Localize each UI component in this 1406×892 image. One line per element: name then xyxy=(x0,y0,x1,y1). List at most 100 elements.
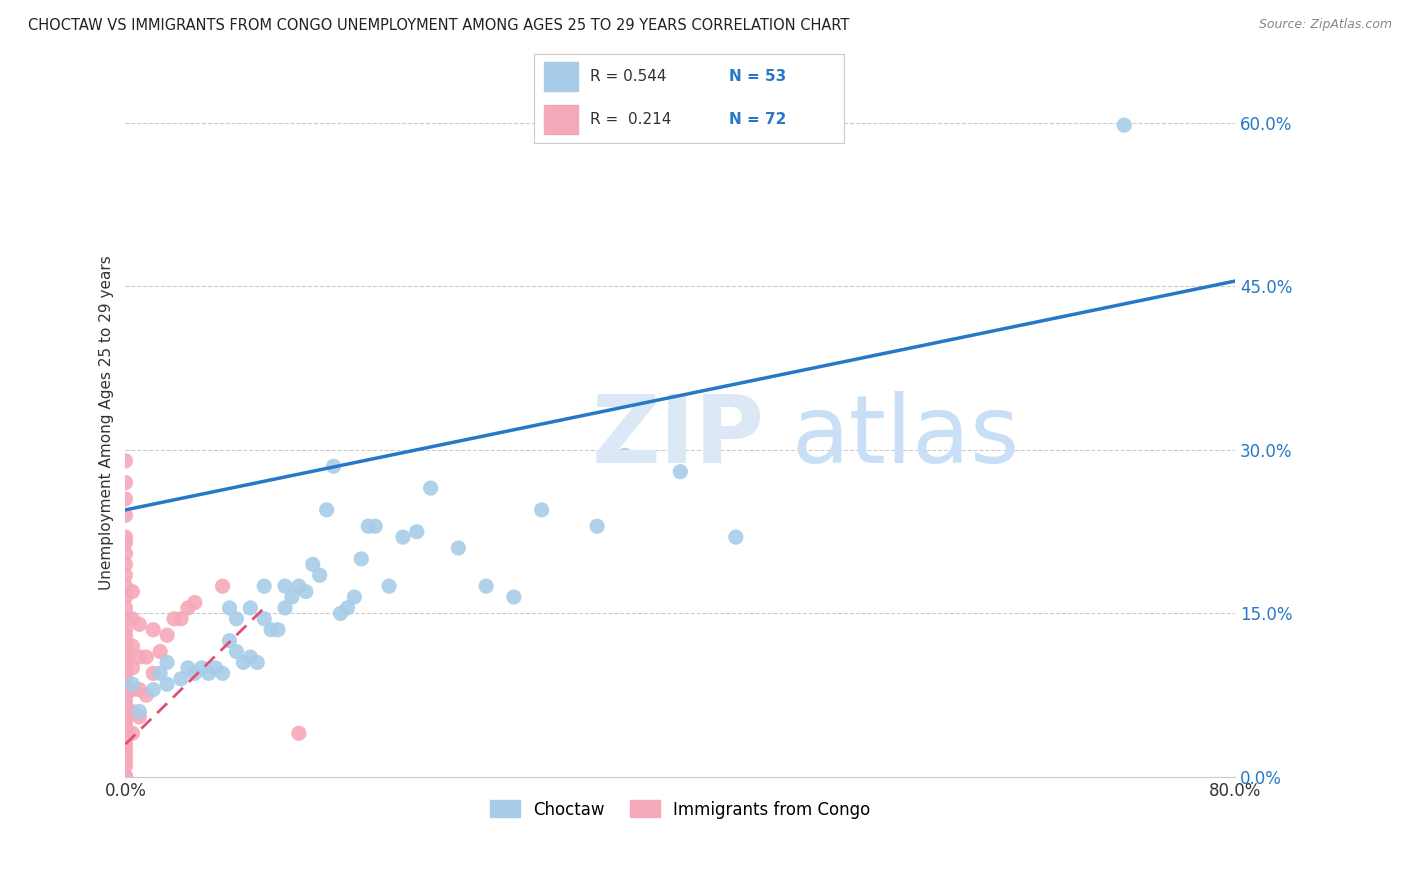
Legend: Choctaw, Immigrants from Congo: Choctaw, Immigrants from Congo xyxy=(484,794,877,825)
Point xyxy=(1114,118,1136,132)
Point xyxy=(211,579,233,593)
FancyBboxPatch shape xyxy=(544,62,578,91)
Point xyxy=(114,754,136,768)
Point xyxy=(114,601,136,615)
Point xyxy=(114,661,136,675)
Point xyxy=(288,726,311,740)
Point xyxy=(253,612,276,626)
Point xyxy=(114,770,136,784)
Point xyxy=(114,579,136,593)
Point xyxy=(586,519,609,533)
Point xyxy=(149,644,172,658)
Point xyxy=(239,650,262,665)
Text: R =  0.214: R = 0.214 xyxy=(591,112,671,127)
Point xyxy=(114,568,136,582)
Point xyxy=(114,705,136,719)
Point xyxy=(239,601,262,615)
Point xyxy=(142,682,165,697)
Point xyxy=(121,705,143,719)
Point xyxy=(177,661,200,675)
Point xyxy=(530,503,553,517)
Point xyxy=(114,672,136,686)
Point xyxy=(121,584,143,599)
Point xyxy=(114,726,136,740)
Point xyxy=(114,770,136,784)
Point xyxy=(114,759,136,773)
Point xyxy=(114,656,136,670)
Point xyxy=(114,747,136,762)
Point xyxy=(724,530,747,544)
Point xyxy=(281,590,304,604)
Point xyxy=(378,579,401,593)
Point xyxy=(475,579,498,593)
Point xyxy=(218,633,240,648)
Point xyxy=(218,601,240,615)
Point xyxy=(163,612,186,626)
Point xyxy=(156,628,179,642)
Point xyxy=(405,524,427,539)
Point xyxy=(114,530,136,544)
Text: R = 0.544: R = 0.544 xyxy=(591,70,666,84)
Point xyxy=(295,584,318,599)
Point xyxy=(114,770,136,784)
Point xyxy=(121,639,143,653)
Point xyxy=(142,623,165,637)
Point xyxy=(260,623,283,637)
Point xyxy=(114,633,136,648)
Point xyxy=(114,650,136,665)
Point xyxy=(191,661,214,675)
Point xyxy=(315,503,337,517)
Point xyxy=(114,699,136,714)
Point xyxy=(128,650,150,665)
Point xyxy=(419,481,441,495)
Point xyxy=(142,666,165,681)
Text: N = 53: N = 53 xyxy=(730,70,786,84)
Point xyxy=(128,682,150,697)
Point xyxy=(114,770,136,784)
Point xyxy=(308,568,330,582)
Point xyxy=(114,639,136,653)
Point xyxy=(114,535,136,549)
Point xyxy=(114,742,136,756)
Point xyxy=(184,666,207,681)
Point xyxy=(350,552,373,566)
Point xyxy=(114,475,136,490)
Point xyxy=(114,770,136,784)
Text: CHOCTAW VS IMMIGRANTS FROM CONGO UNEMPLOYMENT AMONG AGES 25 TO 29 YEARS CORRELAT: CHOCTAW VS IMMIGRANTS FROM CONGO UNEMPLO… xyxy=(28,18,849,33)
Point xyxy=(114,721,136,735)
Point xyxy=(121,612,143,626)
Point xyxy=(114,770,136,784)
Point xyxy=(170,672,193,686)
Point xyxy=(114,677,136,691)
Point xyxy=(114,770,136,784)
Point xyxy=(121,726,143,740)
Point xyxy=(121,677,143,691)
Point xyxy=(121,682,143,697)
Y-axis label: Unemployment Among Ages 25 to 29 years: Unemployment Among Ages 25 to 29 years xyxy=(100,255,114,591)
Point xyxy=(613,449,636,463)
Point xyxy=(274,579,297,593)
Point xyxy=(149,666,172,681)
Text: atlas: atlas xyxy=(792,391,1019,483)
Point xyxy=(114,491,136,506)
Point xyxy=(246,656,269,670)
Point xyxy=(225,644,247,658)
Point xyxy=(128,705,150,719)
Point xyxy=(343,590,366,604)
Point xyxy=(322,459,344,474)
Point xyxy=(128,617,150,632)
Point xyxy=(177,601,200,615)
Point xyxy=(211,666,233,681)
Text: N = 72: N = 72 xyxy=(730,112,786,127)
Point xyxy=(114,666,136,681)
Text: ZIP: ZIP xyxy=(592,391,765,483)
Point xyxy=(114,770,136,784)
Point xyxy=(114,693,136,707)
Point xyxy=(114,558,136,572)
Point xyxy=(225,612,247,626)
Point xyxy=(114,590,136,604)
Point xyxy=(447,541,470,555)
Point xyxy=(114,508,136,523)
Point xyxy=(114,688,136,702)
Point xyxy=(329,607,352,621)
